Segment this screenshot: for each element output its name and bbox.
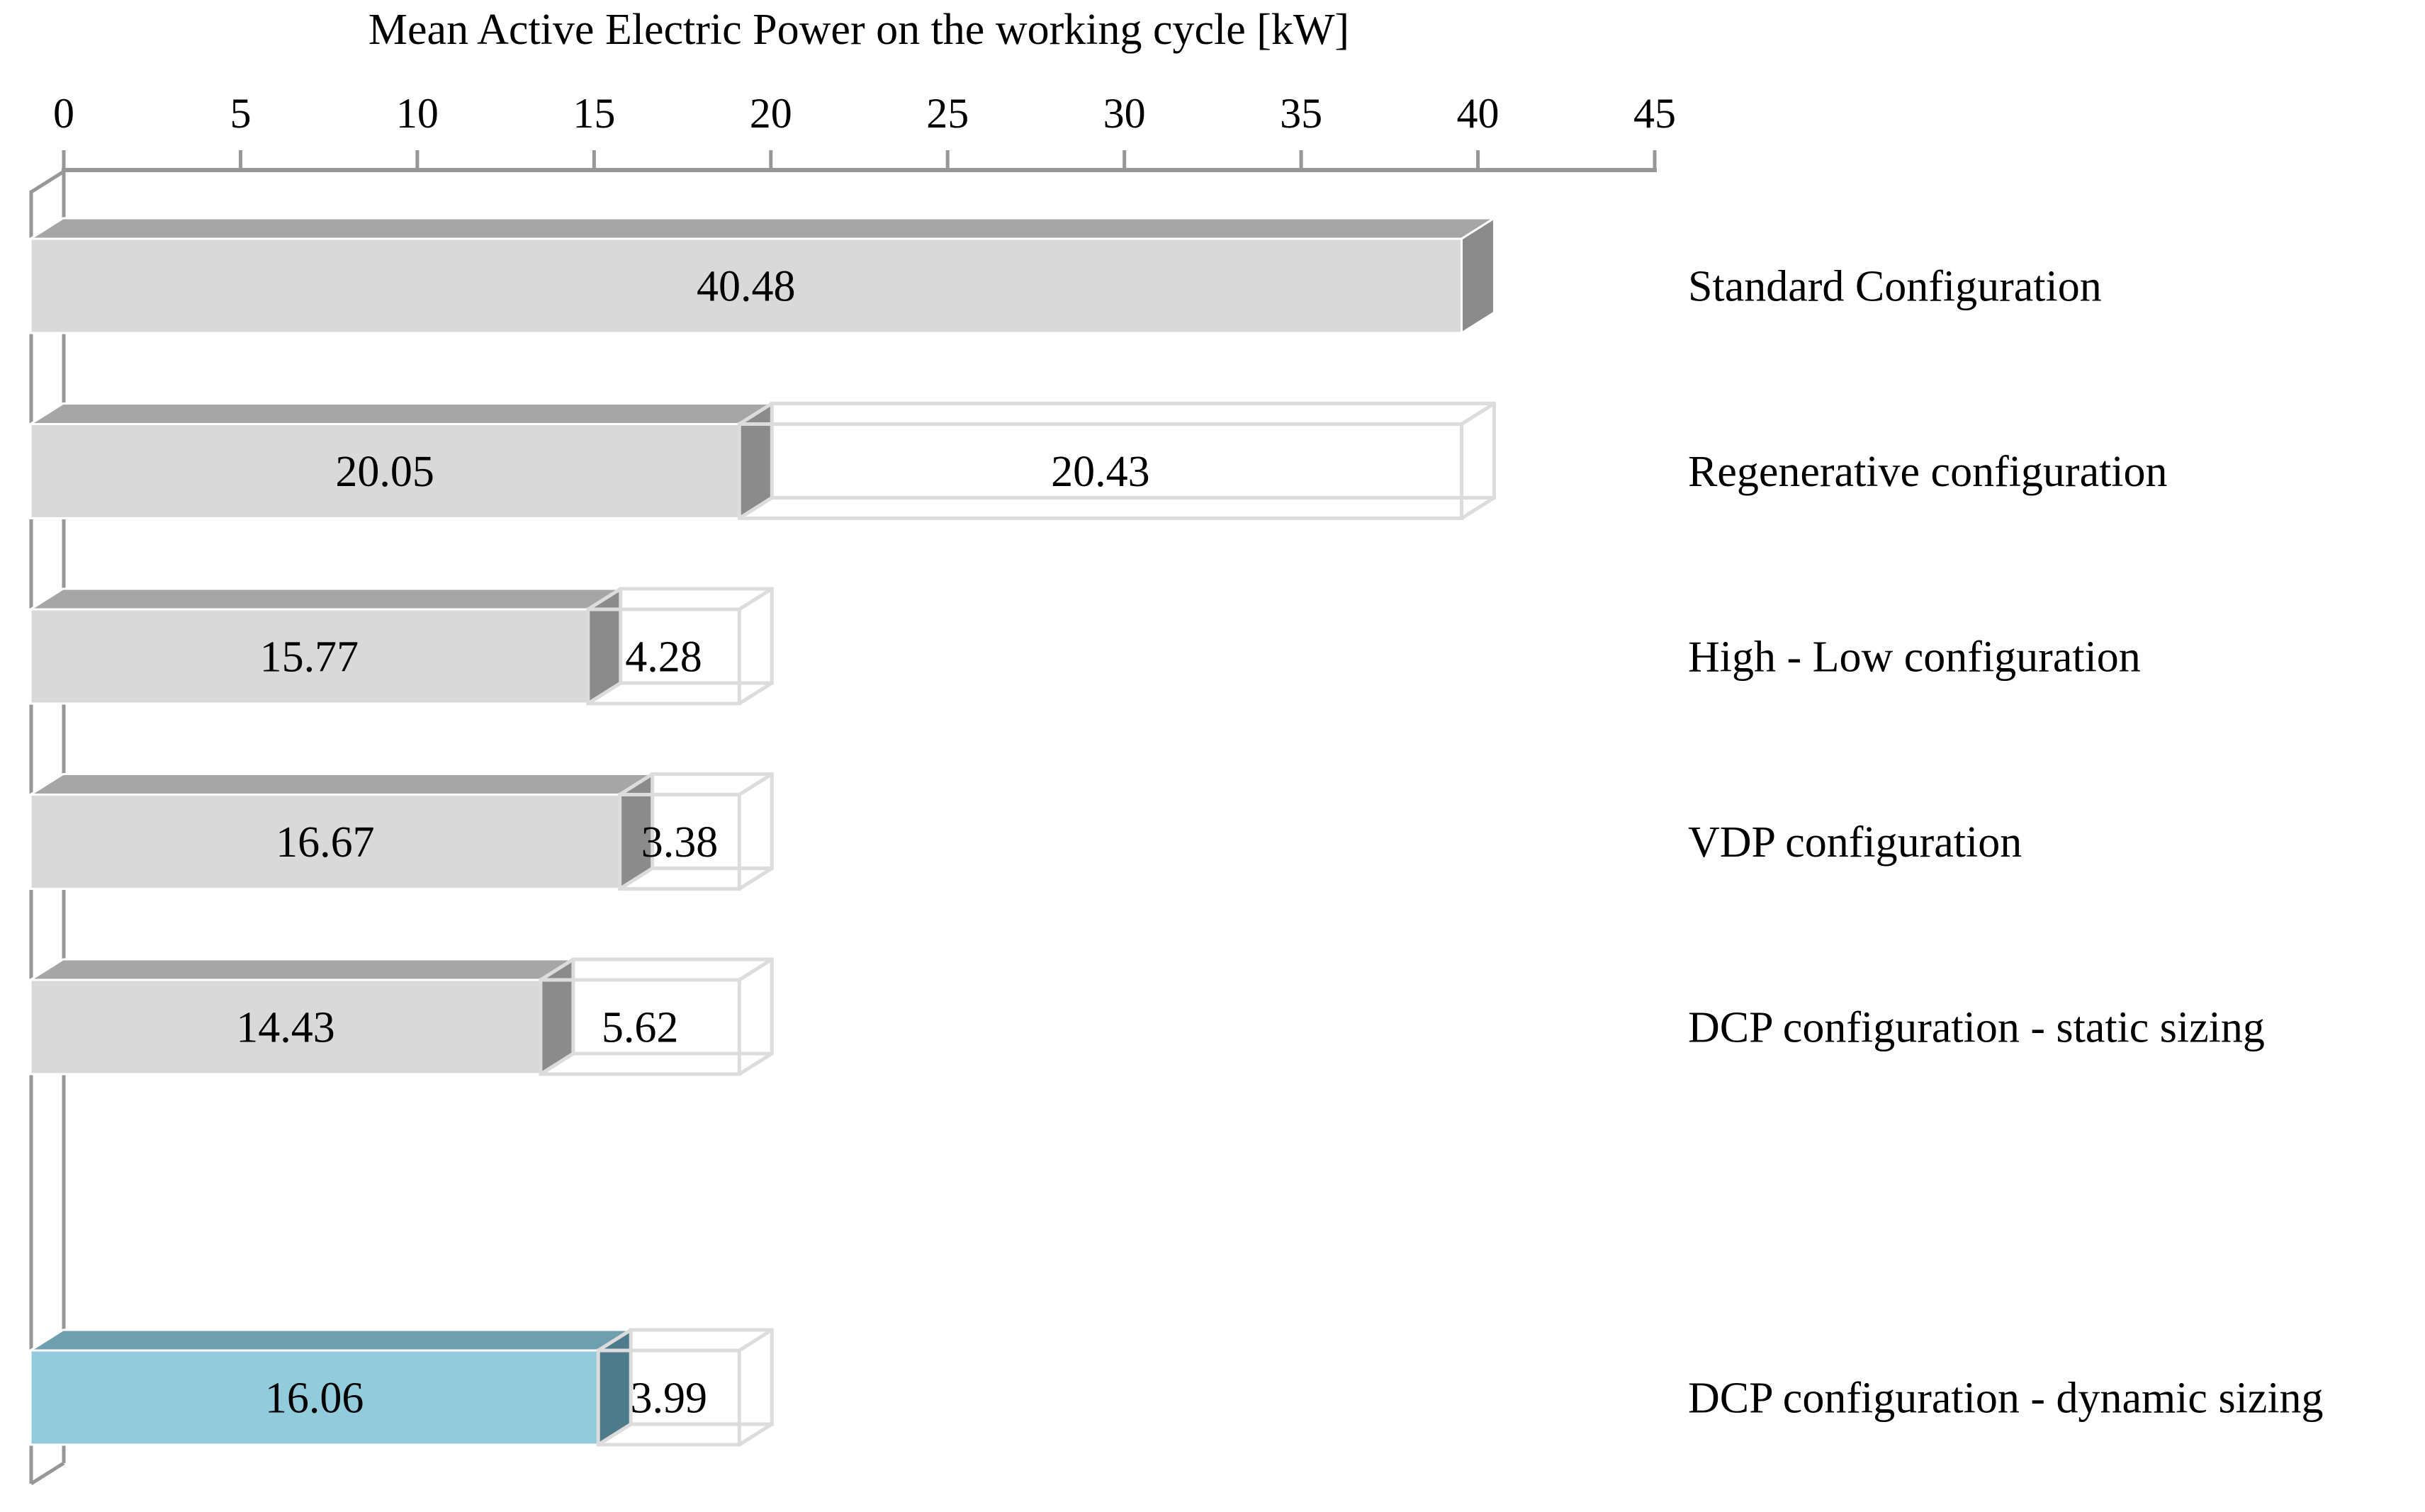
hollow-edge-bottom-right	[1461, 496, 1495, 520]
bar-front-face	[29, 978, 542, 1076]
bar-top-face	[26, 1328, 635, 1352]
axis-tick-label: 25	[926, 90, 969, 137]
bar-row	[26, 401, 776, 521]
bar-top-face	[26, 402, 776, 425]
hollow-bar	[596, 1328, 774, 1447]
hollow-edge-bottom-left	[539, 1051, 575, 1076]
bar-row	[26, 587, 624, 706]
hollow-edge-top-left	[619, 772, 653, 796]
axis-tick-label: 45	[1633, 90, 1676, 137]
axis-tick-label: 40	[1457, 90, 1500, 137]
hollow-edge-bottom-right	[738, 681, 773, 706]
category-labels: Standard Configuration Regenerative confi…	[1688, 263, 2324, 1423]
data-labels: 40.48 20.05 20.43 15.77 4.28 16.67 3.38 14.43 5.…	[236, 263, 1149, 1423]
category-label: Regenerative configuration	[1688, 448, 2168, 496]
hollow-edge-top-right	[738, 772, 773, 796]
wall-top-depth-edge	[30, 169, 65, 194]
bar-front-face	[29, 1349, 600, 1446]
hollow-edge-top-left	[738, 402, 773, 426]
bar-value-label: 16.67	[276, 818, 375, 867]
category-label: High - Low configuration	[1688, 633, 2141, 682]
bar-value-label: 14.43	[236, 1004, 335, 1052]
axis-tick-label: 10	[396, 90, 439, 137]
hollow-edge-top-right	[738, 1328, 773, 1353]
axis-tick-label: 35	[1280, 90, 1322, 137]
hollow-back-face-outline	[770, 402, 1497, 500]
bar-row	[26, 957, 578, 1076]
hollow-edge-top-right	[1461, 402, 1495, 426]
bar-row	[26, 1328, 635, 1447]
hollow-back-face-outline	[571, 957, 774, 1056]
hollow-edge-bottom-left	[597, 1422, 632, 1447]
hollow-value-label: 4.28	[625, 633, 702, 682]
value-axis: 0 5 10 15 20 25 30 35 40 45	[53, 90, 1676, 172]
hollow-edge-bottom-right	[738, 1422, 773, 1447]
bar-row	[26, 216, 1498, 335]
hollow-bar	[586, 587, 774, 706]
hollow-value-label: 5.62	[602, 1004, 679, 1052]
chart-title: Mean Active Electric Power on the workin…	[368, 6, 1349, 54]
hollow-edge-top-left	[597, 1328, 632, 1353]
bar-front-face	[29, 608, 590, 705]
bar-top-face	[26, 773, 656, 796]
hollow-front-face-outline	[596, 1348, 741, 1447]
hollow-edge-bottom-right	[738, 1051, 773, 1076]
bar-value-label: 15.77	[260, 633, 359, 682]
hollow-value-label: 3.99	[630, 1375, 707, 1423]
bar-top-face	[26, 958, 578, 981]
hollow-front-face-outline	[737, 422, 1464, 520]
hollow-front-face-outline	[586, 607, 741, 706]
hollow-front-face-outline	[539, 978, 741, 1076]
hollow-edge-bottom-left	[587, 681, 622, 706]
bar-value-label: 40.48	[697, 263, 796, 311]
bar-top-face	[26, 587, 624, 611]
axis-tick-label: 30	[1103, 90, 1146, 137]
bar-front-face	[29, 237, 1463, 334]
hollow-edge-top-left	[587, 587, 622, 611]
category-label: DCP configuration - static sizing	[1688, 1004, 2265, 1052]
bar-side-face	[1461, 216, 1496, 335]
category-label: Standard Configuration	[1688, 263, 2102, 311]
hollow-front-face-outline	[618, 793, 741, 891]
axis-tick-label: 5	[230, 90, 251, 137]
bar-value-label: 20.05	[335, 448, 434, 496]
hollow-edge-bottom-left	[619, 867, 653, 891]
hollow-value-label: 3.38	[641, 818, 719, 867]
axis-tick-label: 15	[573, 90, 615, 137]
hollow-back-face-outline	[619, 587, 774, 685]
hollow-bar	[737, 402, 1497, 520]
floor-bottom-depth-edge	[30, 1461, 65, 1486]
axis-tick-label: 20	[750, 90, 792, 137]
hollow-edge-bottom-left	[738, 496, 773, 520]
hollow-edge-bottom-right	[738, 867, 773, 891]
hollow-back-face-outline	[629, 1328, 774, 1426]
hollow-edge-top-right	[738, 587, 773, 611]
bar-row	[26, 772, 656, 891]
bar-value-label: 16.06	[265, 1375, 364, 1423]
hollow-back-face-outline	[651, 772, 774, 870]
bar-top-face	[26, 217, 1498, 240]
hollow-edge-top-right	[738, 957, 773, 982]
hollow-bar	[539, 957, 774, 1076]
category-label: DCP configuration - dynamic sizing	[1688, 1375, 2324, 1423]
hollow-edge-top-left	[539, 957, 575, 982]
hollow-bar	[618, 772, 774, 891]
bar-front-face	[29, 794, 621, 890]
hollow-value-label: 20.43	[1051, 448, 1150, 496]
axis-tick-label: 0	[53, 90, 74, 137]
category-label: VDP configuration	[1688, 818, 2022, 867]
bars	[26, 216, 1498, 1447]
